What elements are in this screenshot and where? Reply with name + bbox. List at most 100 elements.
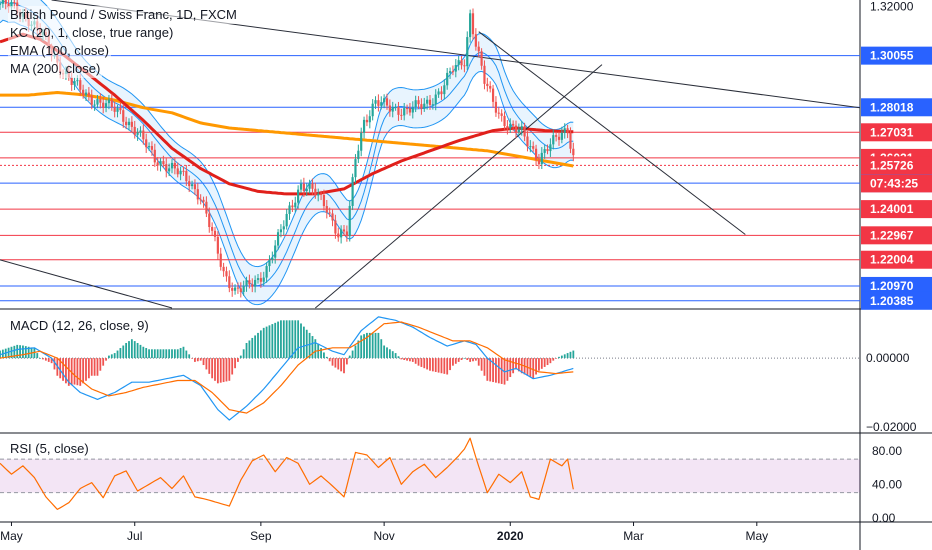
countdown-tag: [861, 174, 932, 193]
ma200-line: [0, 91, 574, 168]
macd-label: MACD (12, 26, close, 9): [8, 317, 151, 335]
macd-histogram-bar: [257, 332, 259, 359]
candle-body: [165, 164, 168, 172]
macd-histogram-bar: [409, 358, 411, 362]
candle-body: [236, 287, 240, 289]
candle-body: [205, 201, 208, 214]
price-level-tag: [861, 226, 932, 245]
macd-histogram-bar: [105, 358, 107, 361]
macd-histogram-bar: [489, 358, 492, 382]
time-tick-label: May: [745, 529, 768, 543]
macd-histogram-bar: [452, 358, 454, 366]
candle-body: [130, 121, 133, 127]
candle-body: [417, 100, 420, 105]
candle-body: [208, 213, 211, 227]
candle-body: [76, 80, 79, 82]
macd-histogram-bar: [179, 348, 182, 359]
trendline: [478, 31, 746, 235]
macd-histogram-bar: [532, 358, 535, 379]
candle-body: [391, 107, 394, 112]
price-level-tag: [861, 276, 932, 295]
macd-histogram-bar: [328, 358, 331, 362]
price-level-tag-label: 1.27031: [870, 125, 914, 139]
macd-histogram-bar: [222, 358, 225, 383]
macd-histogram-bar: [130, 339, 133, 359]
candle-body: [84, 92, 88, 96]
candle-body: [483, 65, 486, 84]
rsi-tick-label: 40.00: [872, 477, 902, 491]
macd-histogram-bar: [47, 358, 50, 362]
macd-histogram-bar: [36, 353, 39, 359]
macd-histogram-bar: [162, 349, 165, 359]
candle-body: [555, 135, 558, 137]
price-level-tag-label: 1.20970: [870, 279, 914, 293]
candle-body: [446, 72, 449, 86]
macd-histogram-bar: [386, 347, 388, 359]
candle-body: [142, 130, 145, 140]
candle-body: [305, 188, 308, 192]
macd-histogram-bar: [67, 358, 70, 386]
macd-histogram-bar: [208, 358, 211, 374]
price-level-tag-label: 1.25726: [870, 158, 914, 172]
candle-body: [322, 194, 326, 207]
candle-body: [282, 226, 285, 230]
candle-body: [380, 102, 383, 106]
macd-histogram-bar: [82, 358, 85, 384]
candle-body: [225, 271, 228, 277]
candle-body: [385, 98, 389, 106]
candle-body: [136, 132, 139, 135]
legend-kc: KC (20, 1, close, true range): [8, 24, 176, 42]
macd-histogram-bar: [99, 358, 102, 371]
macd-histogram-bar: [216, 358, 219, 384]
macd-histogram-bar: [538, 358, 540, 371]
macd-histogram-bar: [168, 349, 171, 359]
candle-body: [104, 103, 108, 108]
macd-histogram-bar: [159, 349, 162, 359]
candle-body: [271, 257, 274, 260]
macd-histogram-bar: [417, 358, 420, 366]
legend-ema: EMA (100, close): [8, 42, 111, 60]
candle-body: [288, 205, 291, 214]
macd-histogram-bar: [156, 349, 159, 359]
macd-histogram-bar: [153, 349, 156, 359]
macd-histogram-bar: [426, 358, 429, 370]
macd-histogram-bar: [423, 358, 426, 369]
candle-body: [489, 86, 492, 89]
trendline: [0, 259, 173, 309]
macd-histogram-bar: [383, 345, 386, 359]
macd-tick-label: −0.02000: [866, 420, 917, 434]
macd-histogram-bar: [543, 358, 546, 367]
candle-body: [13, 1, 16, 3]
candle-body: [93, 104, 96, 106]
macd-histogram-bar: [397, 356, 400, 359]
candle-body: [357, 150, 360, 160]
candle-body: [156, 162, 159, 166]
rsi-pane[interactable]: [0, 437, 860, 510]
macd-histogram-bar: [354, 345, 357, 359]
macd-histogram-bar: [245, 342, 248, 359]
candle-body: [503, 115, 506, 127]
candle-body: [202, 199, 205, 202]
macd-histogram-bar: [492, 358, 494, 383]
macd-histogram-bar: [463, 358, 466, 359]
macd-histogram-bar: [285, 320, 288, 359]
candle-body: [408, 108, 412, 113]
macd-histogram-bar: [10, 346, 13, 359]
macd-histogram-bar: [202, 358, 205, 366]
macd-pane[interactable]: [0, 316, 860, 421]
macd-histogram-bar: [331, 358, 334, 366]
candle-body: [73, 81, 76, 86]
candle-body: [563, 128, 566, 133]
macd-histogram-bar: [148, 349, 150, 359]
macd-histogram-bar: [151, 349, 153, 359]
macd-histogram-bar: [495, 358, 497, 383]
candle-body: [110, 99, 113, 107]
rsi-tick-label: 80.00: [872, 444, 902, 458]
macd-histogram-bar: [535, 358, 537, 375]
candle-body: [1, 0, 4, 4]
candle-body: [477, 46, 480, 52]
candle-body: [537, 159, 541, 165]
candle-body: [362, 119, 366, 133]
candle-body: [4, 0, 7, 4]
